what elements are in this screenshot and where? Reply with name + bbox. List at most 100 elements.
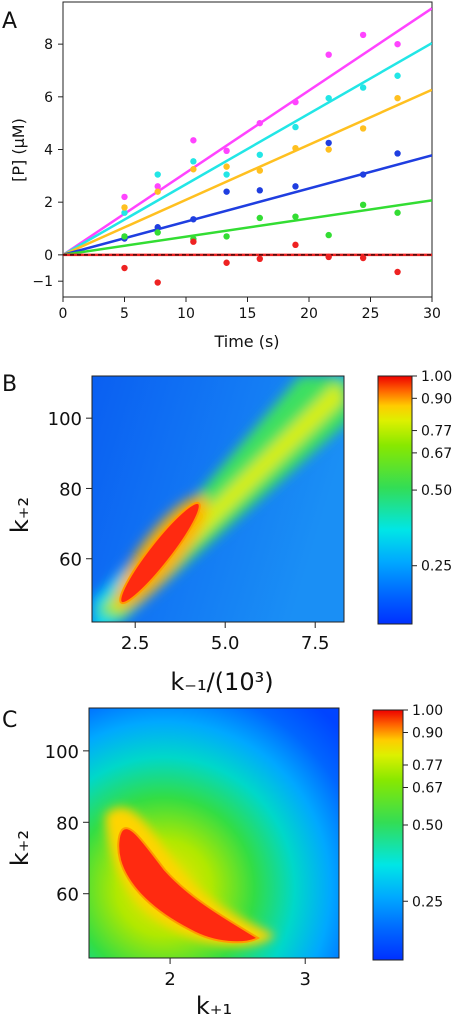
data-point [256,151,263,158]
x-tick-label: 2.5 [121,633,150,654]
panel-b-peak-region [119,501,201,605]
data-point [223,163,230,170]
x-tick-label: 5 [120,306,129,322]
data-point [325,94,332,102]
data-point [394,268,401,276]
y-tick-label: 60 [59,550,82,571]
data-point [359,125,367,132]
data-point [292,98,299,106]
panel-a-xlabel: Time (s) [213,332,279,351]
colorbar-tick-label: 0.90 [421,391,452,407]
fit-line-4 [63,199,432,257]
data-point [325,146,332,153]
colorbar-tick-label: 0.50 [412,818,443,834]
data-point [190,166,197,173]
x-tick-label: 20 [300,306,318,322]
panel-a-ylabel: [P] (μM) [9,118,28,182]
data-point [359,254,367,262]
data-point [394,94,401,102]
data-point [154,229,161,236]
data-point [121,233,128,240]
data-point [154,188,161,195]
panel-c-frame [88,707,340,959]
panel-b-heatmap: 2.5 5.0 7.5 60 80 100 k₋₁/(10³) k₊₂ 1.00 0.90… [6,369,452,696]
data-point [292,144,299,152]
data-point [190,216,197,223]
data-point [256,255,263,263]
y-tick-label: 6 [44,90,53,106]
data-point [121,264,128,272]
data-point [190,158,197,165]
data-point [223,147,230,155]
panel-label-b: B [2,372,17,397]
data-point [292,183,299,190]
colorbar-tick-label: 0.67 [412,781,443,797]
data-point [223,171,230,178]
data-point [359,201,367,209]
y-tick-label: 4 [44,143,53,159]
panel-label-a: A [2,9,17,34]
panel-c-ylabel: k₊₂ [6,830,34,866]
x-tick-label: 30 [423,306,441,322]
data-point [292,213,299,220]
data-point [325,253,332,261]
x-tick-label: 0 [59,306,68,322]
panel-c-colorbar [372,709,404,961]
data-point [394,209,401,216]
colorbar-tick-label: 0.77 [421,424,452,440]
y-tick-label: −1 [32,274,53,290]
colorbar-tick-label: 0.90 [412,726,443,742]
data-point [190,238,197,245]
x-tick-label: 15 [239,306,257,322]
data-point [256,214,263,222]
panel-c-yellow-region [105,807,275,947]
data-point [256,187,263,194]
x-tick-label: 25 [362,306,380,322]
colorbar-tick-label: 1.00 [421,369,452,385]
y-tick-label: 60 [56,885,79,906]
y-tick-label: 80 [59,479,82,500]
panel-b-frame [91,375,345,623]
data-point [394,150,401,157]
y-tick-label: 100 [48,409,82,430]
data-point [325,51,332,58]
data-point [121,209,128,216]
panel-b-ylabel: k₊₂ [6,497,34,533]
data-point [154,279,161,286]
panel-b-colorbar [377,375,413,625]
fit-line-2 [63,88,432,256]
y-tick-label: 2 [44,195,53,211]
panel-c-heatmap: 2 3 60 80 100 k₊₁ k₊₂ 1.00 0.90 0.77 0.67 0.50 0… [6,703,443,1020]
colorbar-tick-label: 0.77 [412,758,443,774]
data-point [359,31,367,39]
x-tick-label: 3 [299,969,310,990]
x-tick-label: 2 [164,969,175,990]
data-point [256,119,263,127]
data-point [325,231,332,239]
data-point [359,171,367,178]
panel-b-xlabel: k₋₁/(10³) [170,668,273,696]
data-point [394,40,401,48]
colorbar-tick-label: 0.25 [412,894,443,910]
data-point [292,241,299,249]
data-point [325,139,332,147]
y-tick-label: 8 [44,37,53,53]
y-tick-label: 0 [44,248,53,264]
panel-label-c: C [2,708,17,733]
x-tick-label: 5.0 [211,633,240,654]
data-point [223,233,230,240]
panel-a-plot: 0 5 10 15 20 25 30 0 2 4 6 8 −1 Time (s) [P] (μM) [9,1,441,351]
data-point [154,171,161,178]
colorbar-tick-label: 1.00 [412,703,443,719]
data-point [154,183,161,190]
data-point [190,137,197,144]
data-point [256,167,263,174]
colorbar-tick-label: 0.25 [421,559,452,575]
panel-c-xlabel: k₊₁ [196,992,232,1020]
y-tick-label: 100 [45,742,79,763]
x-tick-label: 10 [177,306,195,322]
y-tick-label: 80 [56,813,79,834]
data-point [154,224,161,231]
data-point [121,193,128,201]
